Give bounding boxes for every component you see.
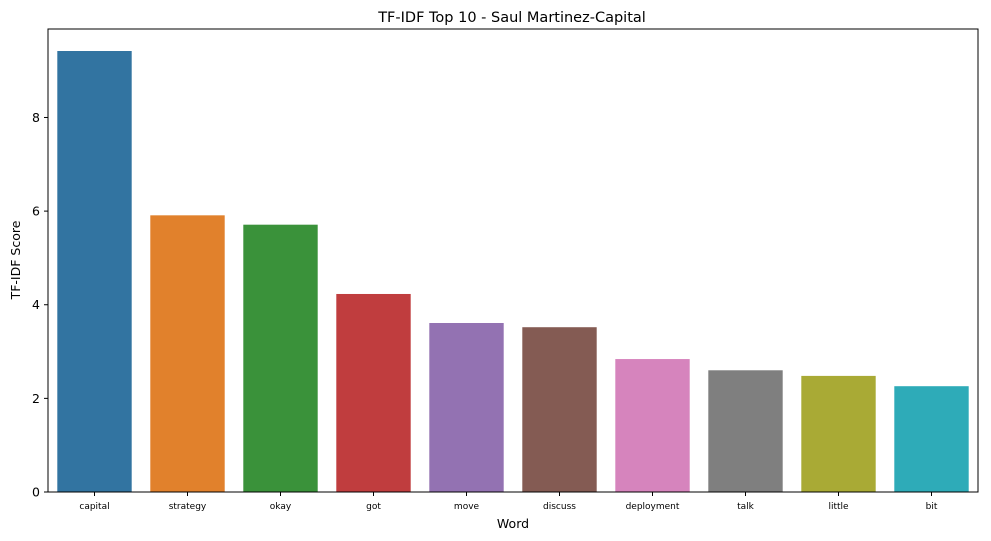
x-tick-label-capital: capital	[79, 502, 109, 512]
chart-title: TF-IDF Top 10 - Saul Martinez-Capital	[377, 10, 646, 26]
x-tick-label-bit: bit	[926, 502, 938, 512]
bar-talk	[708, 370, 783, 492]
x-tick-label-little: little	[828, 502, 849, 512]
y-tick-label-0: 0	[32, 485, 40, 500]
bar-move	[429, 322, 504, 492]
x-tick-label-discuss: discuss	[543, 502, 576, 512]
y-axis: 0 2 4 6 8	[32, 110, 48, 500]
y-axis-label: TF-IDF Score	[8, 220, 23, 300]
x-axis-label: Word	[497, 516, 529, 531]
y-tick-label-8: 8	[32, 110, 40, 125]
bar-bit	[894, 386, 969, 492]
bars-group	[57, 51, 969, 493]
bar-discuss	[522, 327, 597, 492]
bar-capital	[57, 51, 132, 493]
x-tick-label-okay: okay	[270, 502, 292, 512]
x-tick-label-strategy: strategy	[169, 502, 207, 512]
bar-deployment	[615, 359, 690, 492]
x-tick-label-talk: talk	[737, 502, 755, 512]
bar-got	[336, 293, 411, 492]
bar-little	[801, 375, 876, 492]
x-axis: capital strategy okay got move discuss deploym…	[79, 492, 938, 512]
y-tick-label-6: 6	[32, 204, 40, 219]
x-tick-label-move: move	[454, 502, 480, 512]
x-tick-label-deployment: deployment	[626, 502, 680, 512]
y-tick-label-4: 4	[32, 297, 40, 312]
x-tick-label-got: got	[366, 502, 381, 512]
bar-strategy	[150, 215, 225, 493]
y-tick-label-2: 2	[32, 391, 40, 406]
plot-frame	[47, 28, 979, 493]
bar-okay	[243, 224, 318, 492]
